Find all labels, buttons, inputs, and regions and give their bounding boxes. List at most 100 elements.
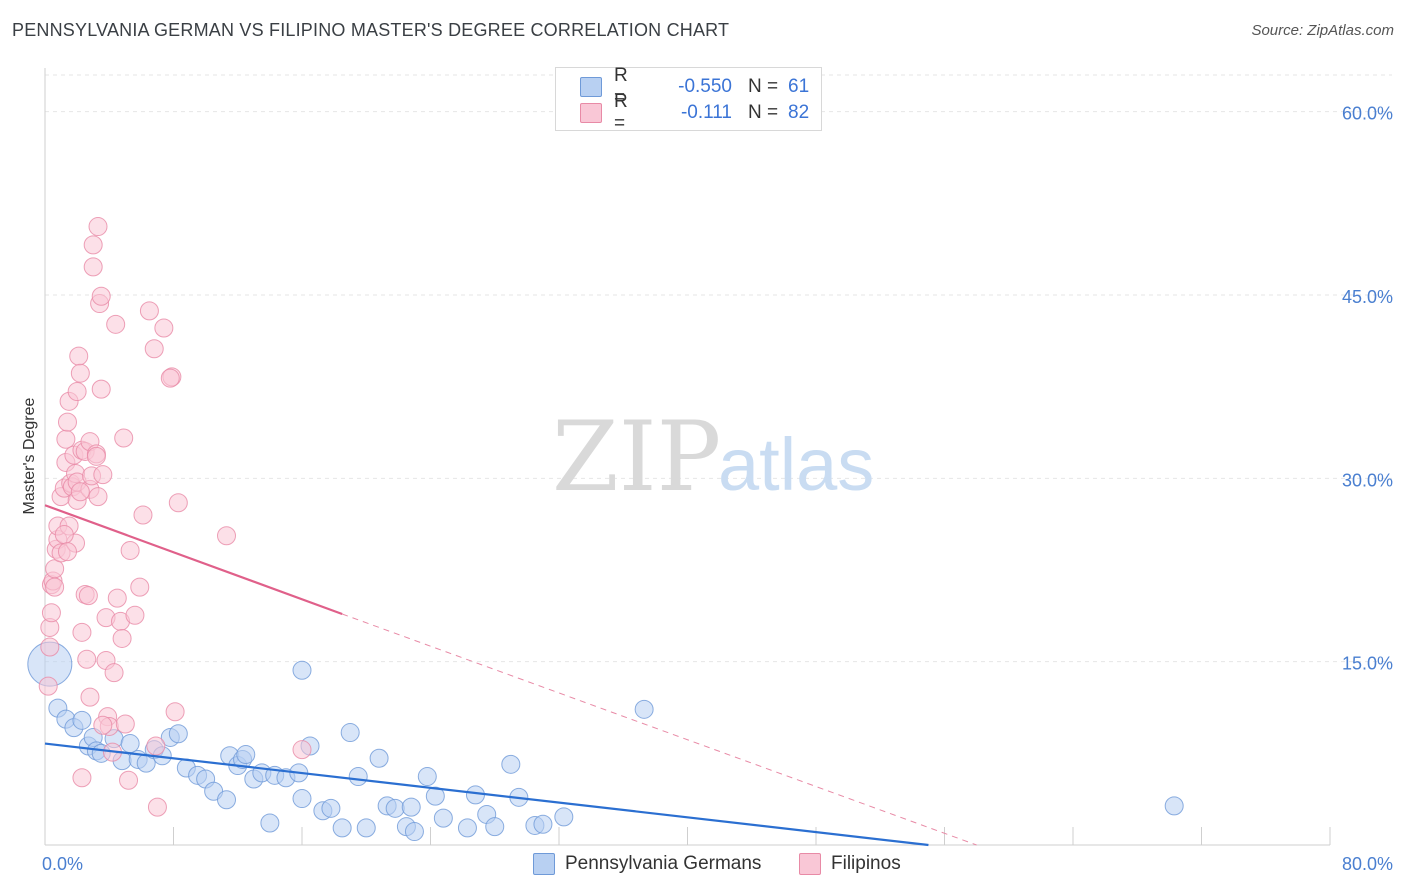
point-filipinos <box>106 314 126 334</box>
point-filipinos <box>112 628 132 648</box>
point-filipinos <box>88 217 108 237</box>
n-label: N = <box>748 102 779 123</box>
y-tick-label: 15.0% <box>1342 654 1393 674</box>
point-filipinos <box>88 487 108 507</box>
point-filipinos <box>93 465 113 485</box>
point-filipinos <box>93 715 113 735</box>
r-label: R = <box>614 91 628 134</box>
trend-line-filipinos <box>44 504 343 616</box>
point-pennsylvania-germans <box>369 748 389 768</box>
y-axis-label: Master's Degree <box>21 397 38 514</box>
series-legend-filipinos[interactable]: Filipinos <box>799 851 901 877</box>
point-pennsylvania-germans <box>465 785 485 805</box>
point-pennsylvania-germans <box>120 734 140 754</box>
point-pennsylvania-germans <box>457 818 477 838</box>
series-swatch-pennsylvania-germans <box>533 853 555 875</box>
point-filipinos <box>91 379 111 399</box>
point-pennsylvania-germans <box>485 817 505 837</box>
point-pennsylvania-germans <box>292 789 312 809</box>
point-filipinos <box>146 736 166 756</box>
point-filipinos <box>114 428 134 448</box>
point-filipinos <box>154 318 174 338</box>
series-legend-pennsylvania-germans[interactable]: Pennsylvania Germans <box>533 851 761 877</box>
point-filipinos <box>119 770 139 790</box>
point-pennsylvania-germans <box>1164 796 1184 816</box>
r-label: R = <box>614 65 628 108</box>
point-pennsylvania-germans <box>236 745 256 765</box>
point-filipinos <box>78 586 98 606</box>
point-pennsylvania-germans <box>340 723 360 743</box>
point-filipinos <box>77 649 97 669</box>
point-filipinos <box>69 346 89 366</box>
point-filipinos <box>57 412 77 432</box>
legend-swatch-pennsylvania-germans <box>580 77 602 97</box>
point-filipinos <box>38 676 58 696</box>
point-pennsylvania-germans <box>425 786 445 806</box>
point-filipinos <box>115 714 135 734</box>
series-label-pennsylvania-germans: Pennsylvania Germans <box>565 853 762 874</box>
gridlines <box>45 74 1392 663</box>
point-filipinos <box>70 363 90 383</box>
source-credit: Source: ZipAtlas.com <box>1251 22 1394 39</box>
watermark-zip: ZIP <box>552 401 721 513</box>
point-filipinos <box>41 603 61 623</box>
y-tick-label: 45.0% <box>1342 287 1393 307</box>
data-points <box>27 217 1184 842</box>
point-filipinos <box>133 505 153 525</box>
point-filipinos <box>139 301 159 321</box>
point-filipinos <box>125 605 145 625</box>
point-filipinos <box>107 588 127 608</box>
point-filipinos <box>292 740 312 760</box>
point-pennsylvania-germans <box>321 798 341 818</box>
trend-extension-filipinos <box>341 613 977 846</box>
point-filipinos <box>91 286 111 306</box>
point-filipinos <box>72 622 92 642</box>
point-filipinos <box>83 257 103 277</box>
axes <box>44 68 1331 846</box>
n-label: N = <box>748 76 779 97</box>
point-filipinos <box>80 687 100 707</box>
point-filipinos <box>120 540 140 560</box>
point-pennsylvania-germans <box>260 813 280 833</box>
point-filipinos <box>72 768 92 788</box>
point-pennsylvania-germans <box>168 724 188 744</box>
point-pennsylvania-germans <box>348 767 368 787</box>
trend-lines <box>44 504 977 847</box>
point-pennsylvania-germans <box>501 754 521 774</box>
y-tick-label: 30.0% <box>1342 470 1393 490</box>
point-filipinos <box>165 702 185 722</box>
point-filipinos <box>86 446 106 466</box>
point-filipinos <box>67 382 87 402</box>
tick-labels: 15.0% 30.0% 45.0% 60.0% 0.0% 80.0% <box>42 104 1393 874</box>
point-pennsylvania-germans <box>533 814 553 834</box>
chart-title: PENNSYLVANIA GERMAN VS FILIPINO MASTER'S… <box>12 20 730 40</box>
legend-row-pennsylvania-germans: R = -0.550 N = 61 <box>580 65 810 108</box>
n-value: 61 <box>788 76 810 97</box>
point-filipinos <box>45 577 65 597</box>
point-filipinos <box>57 542 77 562</box>
point-filipinos <box>45 559 65 579</box>
n-value: 82 <box>788 102 810 123</box>
legend-row-filipinos: R = -0.111 N = 82 <box>580 91 810 134</box>
r-value: -0.550 <box>678 76 732 97</box>
legend-swatch-filipinos <box>580 103 602 123</box>
point-pennsylvania-germans <box>404 822 424 842</box>
watermark: ZIP atlas <box>552 401 874 513</box>
point-filipinos <box>147 797 167 817</box>
watermark-atlas: atlas <box>718 423 874 506</box>
x-tick-label-max: 80.0% <box>1342 854 1393 874</box>
r-value: -0.111 <box>680 102 732 123</box>
point-filipinos <box>40 637 60 657</box>
point-filipinos <box>83 235 103 255</box>
point-filipinos <box>70 482 90 502</box>
series-swatch-filipinos <box>799 853 821 875</box>
point-pennsylvania-germans <box>292 660 312 680</box>
series-label-filipinos: Filipinos <box>831 853 901 874</box>
point-pennsylvania-germans <box>385 798 405 818</box>
point-pennsylvania-germans <box>433 808 453 828</box>
point-filipinos <box>160 368 180 388</box>
point-pennsylvania-germans <box>332 818 352 838</box>
point-pennsylvania-germans <box>554 807 574 827</box>
correlation-legend: R = -0.550 N = 61 R = -0.111 N = 82 <box>555 65 822 134</box>
